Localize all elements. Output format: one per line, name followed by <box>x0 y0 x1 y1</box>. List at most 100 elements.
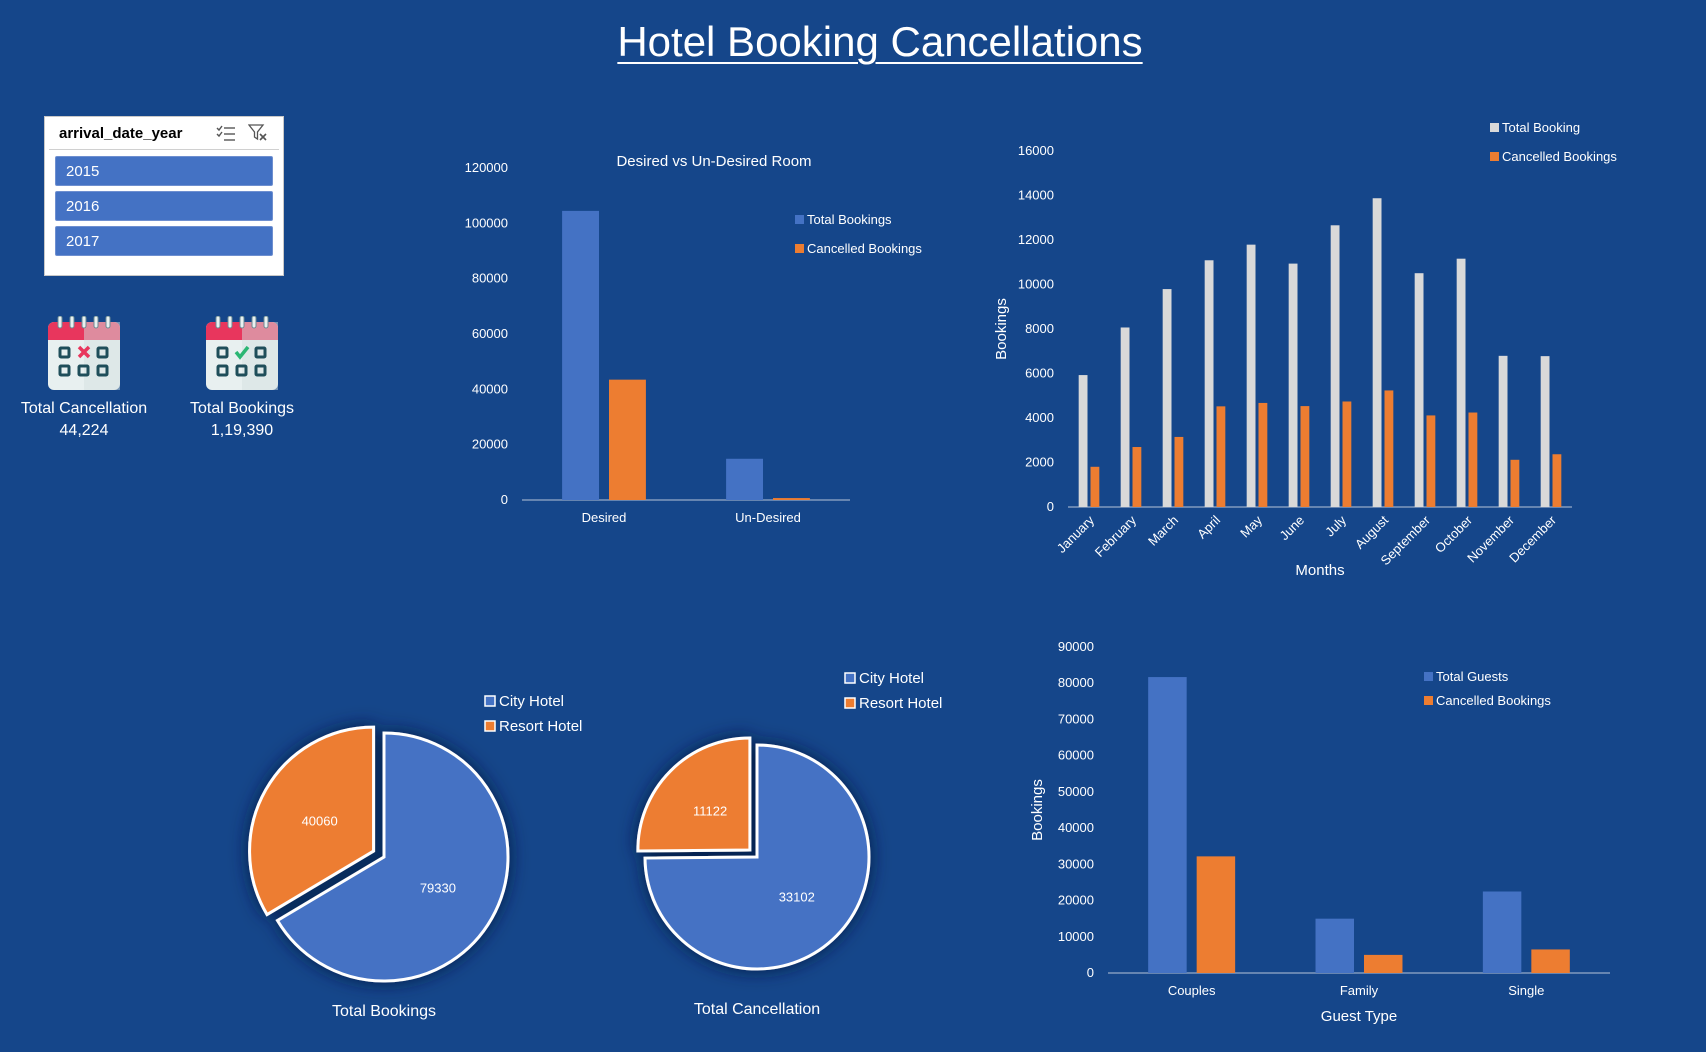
bar-cancelled-bookings-family <box>1364 954 1403 973</box>
y-tick-label: 2000 <box>1025 455 1054 470</box>
bar-cancelled-bookings-april <box>1216 406 1226 507</box>
chart-title: Desired vs Un-Desired Room <box>616 153 811 170</box>
y-tick-label: 16000 <box>1018 143 1054 158</box>
legend-label: Total Bookings <box>807 212 892 227</box>
bar-total-booking-april <box>1204 260 1214 507</box>
bar-cancelled-bookings-march <box>1174 436 1184 507</box>
y-tick-label: 14000 <box>1018 188 1054 203</box>
pie-slice-city-hotel <box>275 731 510 983</box>
bar-cancelled-bookings-couples <box>1196 856 1236 973</box>
y-tick-label: 60000 <box>1058 748 1094 763</box>
bar-cancelled-bookings-un-desired <box>773 498 810 500</box>
bar-total-booking-february <box>1120 327 1130 507</box>
bar-cancelled-bookings-december <box>1552 454 1562 507</box>
multi-select-icon[interactable] <box>215 123 237 143</box>
data-label: 33102 <box>779 889 815 904</box>
bar-total-booking-may <box>1246 244 1256 507</box>
x-tick-label: February <box>1092 512 1140 560</box>
kpi-value-total-cancellation: 44,224 <box>59 422 109 439</box>
legend-label: Cancelled Bookings <box>807 241 922 256</box>
bar-cancelled-bookings-single <box>1531 949 1570 973</box>
x-axis-title: Months <box>1295 562 1344 579</box>
slicer-item-2015[interactable]: 2015 <box>55 156 273 186</box>
bar-total-guests-family <box>1315 918 1354 973</box>
y-tick-label: 12000 <box>1018 232 1054 247</box>
y-tick-label: 40000 <box>1058 820 1094 835</box>
chart-pie-total-cancellation: 33102 11122 Total Cancellation City Hotel Re… <box>636 670 942 1018</box>
chart-desired-vs-undesired-room: 0 20000 40000 60000 80000 100000 120000 Desired… <box>465 153 923 525</box>
bar-cancelled-bookings-july <box>1342 401 1352 507</box>
x-tick-label: Single <box>1508 983 1544 998</box>
slicer-title: arrival_date_year <box>59 124 183 142</box>
legend-label: Total Guests <box>1436 669 1509 684</box>
x-tick-label: Family <box>1340 983 1379 998</box>
x-tick-label: December <box>1506 512 1559 565</box>
kpi-total-cancellation: Total Cancellation 44,224 <box>14 316 154 440</box>
data-label: 79330 <box>420 881 456 896</box>
y-tick-label: 6000 <box>1025 366 1054 381</box>
year-slicer[interactable]: arrival_date_year 2015 2016 2017 <box>44 116 284 276</box>
pie-slice-resort-hotel <box>248 725 376 917</box>
bar-cancelled-bookings-desired <box>609 379 646 500</box>
x-tick-label: August <box>1352 512 1391 551</box>
legend-label: Resort Hotel <box>859 695 942 712</box>
bar-total-booking-march <box>1162 289 1172 507</box>
y-axis-title: Bookings <box>1029 779 1046 841</box>
legend-swatch <box>1424 672 1433 681</box>
kpi-total-bookings: Total Bookings 1,19,390 <box>172 316 312 440</box>
bar-total-booking-august <box>1372 198 1382 507</box>
pie-slice-resort-hotel <box>636 736 752 853</box>
bar-total-booking-january <box>1078 375 1088 507</box>
bar-total-booking-november <box>1498 355 1508 507</box>
bar-total-booking-july <box>1330 225 1340 507</box>
y-tick-label: 60000 <box>472 326 508 341</box>
legend-label: City Hotel <box>499 693 564 710</box>
y-tick-label: 4000 <box>1025 410 1054 425</box>
slicer-item-2016[interactable]: 2016 <box>55 191 273 221</box>
bar-cancelled-bookings-june <box>1300 406 1310 507</box>
legend-label: City Hotel <box>859 670 924 687</box>
legend-swatch <box>795 244 804 253</box>
y-tick-label: 50000 <box>1058 784 1094 799</box>
y-tick-label: 10000 <box>1018 277 1054 292</box>
legend-swatch <box>1490 123 1499 132</box>
data-label: 40060 <box>302 813 338 828</box>
bar-total-guests-single <box>1482 891 1522 973</box>
dashboard-title: Hotel Booking Cancellations <box>617 18 1143 65</box>
x-axis-title: Guest Type <box>1321 1008 1397 1025</box>
kpi-label-total-cancellation: Total Cancellation <box>20 400 148 417</box>
bar-total-booking-december <box>1540 356 1550 507</box>
chart-guest-type: 0 10000 20000 30000 40000 50000 60000 70000 8000… <box>1029 639 1610 1025</box>
y-tick-label: 30000 <box>1058 856 1094 871</box>
clear-filter-icon[interactable] <box>247 123 269 143</box>
y-tick-label: 40000 <box>472 381 508 396</box>
legend-label: Resort Hotel <box>499 718 582 735</box>
y-tick-label: 0 <box>1087 965 1094 980</box>
slicer-item-2017[interactable]: 2017 <box>55 226 273 256</box>
chart-pie-total-bookings: 79330 40060 Total Bookings City Hotel Resort… <box>248 693 582 1020</box>
y-axis-title: Bookings <box>993 298 1010 360</box>
legend-label: Cancelled Bookings <box>1436 693 1551 708</box>
legend-swatch <box>844 672 856 684</box>
bar-cancelled-bookings-january <box>1090 466 1100 507</box>
bar-total-guests-couples <box>1148 677 1187 973</box>
y-tick-label: 100000 <box>465 215 508 230</box>
legend-swatch <box>1424 696 1433 705</box>
y-tick-label: 80000 <box>472 271 508 286</box>
x-tick-label: May <box>1237 512 1265 540</box>
y-tick-label: 8000 <box>1025 321 1054 336</box>
pie-slices <box>636 736 871 971</box>
x-tick-label: June <box>1277 513 1308 544</box>
bar-cancelled-bookings-august <box>1384 390 1394 507</box>
y-tick-label: 0 <box>1047 499 1054 514</box>
legend-label: Cancelled Bookings <box>1502 149 1617 164</box>
kpi-value-total-bookings: 1,19,390 <box>210 422 274 439</box>
legend-swatch <box>795 215 804 224</box>
chart-title: Total Cancellation <box>694 1001 820 1018</box>
bar-cancelled-bookings-february <box>1132 447 1142 507</box>
calendar-check-icon <box>206 316 278 390</box>
y-tick-label: 10000 <box>1058 929 1094 944</box>
bar-total-booking-june <box>1288 263 1298 507</box>
bar-total-booking-september <box>1414 273 1424 507</box>
